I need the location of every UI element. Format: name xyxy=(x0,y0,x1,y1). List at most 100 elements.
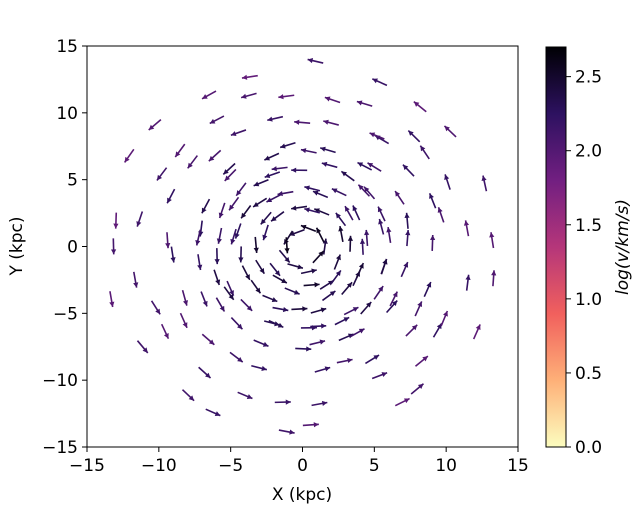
velocity-arrow xyxy=(201,333,215,346)
velocity-arrow xyxy=(262,294,278,303)
colorbar-tick-label: 2.5 xyxy=(575,68,602,88)
velocity-arrow xyxy=(377,206,386,222)
velocity-arrow xyxy=(262,224,269,241)
velocity-arrow xyxy=(213,269,221,286)
y-axis-label: Y (kpc) xyxy=(7,216,27,276)
velocity-arrow xyxy=(272,274,288,284)
velocity-arrow xyxy=(378,218,385,235)
x-tick-label: 10 xyxy=(435,456,457,476)
velocity-arrow xyxy=(303,282,320,288)
velocity-arrow xyxy=(228,196,240,211)
velocity-arrow xyxy=(260,211,272,225)
velocity-arrow xyxy=(489,232,495,249)
velocity-arrow xyxy=(223,286,235,301)
velocity-arrow xyxy=(205,408,221,417)
velocity-arrow xyxy=(330,269,342,284)
velocity-arrow xyxy=(300,224,317,232)
velocity-arrow xyxy=(201,198,211,214)
velocity-arrow xyxy=(264,152,280,161)
velocity-arrow xyxy=(240,204,252,219)
velocity-arrow xyxy=(463,220,470,237)
velocity-arrow xyxy=(278,94,295,100)
velocity-arrow xyxy=(208,149,222,162)
velocity-arrow xyxy=(300,268,317,275)
velocity-arrow xyxy=(284,287,300,295)
velocity-arrow xyxy=(407,130,421,143)
velocity-arrow xyxy=(283,230,294,245)
velocity-arrow xyxy=(133,271,139,288)
x-tick-label: −15 xyxy=(69,456,105,476)
colorbar-tick-label: 2.0 xyxy=(575,142,602,162)
velocity-arrow xyxy=(367,162,382,172)
velocity-arrow xyxy=(268,319,284,329)
velocity-arrow xyxy=(359,238,366,255)
velocity-arrow xyxy=(304,207,321,214)
velocity-arrow xyxy=(331,188,347,197)
velocity-arrow xyxy=(405,230,411,247)
velocity-arrow xyxy=(352,205,361,221)
velocity-arrow xyxy=(419,145,430,160)
velocity-arrow xyxy=(386,226,392,244)
velocity-arrow xyxy=(356,100,373,107)
velocity-arrow xyxy=(310,307,327,314)
velocity-arrow xyxy=(300,148,317,154)
velocity-arrow xyxy=(320,146,336,154)
velocity-arrow xyxy=(413,101,427,113)
velocity-arrow xyxy=(166,188,176,204)
velocity-arrow xyxy=(309,339,326,346)
velocity-arrow xyxy=(174,143,186,158)
velocity-arrow xyxy=(294,119,311,125)
velocity-arrow xyxy=(355,262,365,278)
velocity-arrow xyxy=(443,125,457,138)
velocity-arrow xyxy=(389,291,398,307)
velocity-arrow xyxy=(181,289,189,306)
colorbar-tick-label: 1.5 xyxy=(575,216,602,236)
velocity-arrow xyxy=(230,228,237,245)
velocity-arrow xyxy=(234,223,242,239)
velocity-arrow xyxy=(310,323,327,329)
velocity-arrow xyxy=(201,90,217,100)
velocity-arrow xyxy=(364,229,370,247)
velocity-arrow xyxy=(491,270,497,287)
velocity-arrow xyxy=(321,161,338,169)
velocity-arrow xyxy=(304,185,321,192)
velocity-arrow xyxy=(274,399,291,405)
colorbar-ticks: 0.0 0.5 1.0 1.5 2.0 2.5 xyxy=(566,68,602,458)
velocity-arrow xyxy=(414,355,429,367)
velocity-arrow xyxy=(312,190,329,199)
velocity-arrow xyxy=(440,310,449,327)
velocity-arrow xyxy=(270,211,285,222)
velocity-arrow xyxy=(179,312,188,329)
x-tick-label: 5 xyxy=(369,456,380,476)
colorbar-tick-label: 1.0 xyxy=(575,290,602,310)
velocity-arrow xyxy=(187,155,198,169)
plot-frame xyxy=(86,45,519,448)
velocity-arrow xyxy=(373,285,384,300)
velocity-arrow xyxy=(400,261,409,278)
velocity-arrow xyxy=(324,96,341,104)
velocity-arrow xyxy=(241,265,251,281)
x-axis: −15 −10 −5 0 5 10 15 xyxy=(69,447,529,476)
velocity-arrow xyxy=(160,323,170,340)
velocity-arrow xyxy=(472,324,481,340)
velocity-arrow xyxy=(341,281,353,296)
velocity-arrow xyxy=(347,235,353,252)
velocity-arrow xyxy=(269,262,281,277)
velocity-arrow xyxy=(251,364,268,371)
velocity-arrow xyxy=(218,202,226,219)
velocity-arrow xyxy=(267,115,284,122)
velocity-arrow xyxy=(291,205,308,211)
velocity-arrow xyxy=(250,279,262,294)
velocity-arrow xyxy=(224,168,237,182)
y-tick-label: −15 xyxy=(42,438,78,458)
velocity-arrow xyxy=(372,78,388,87)
velocity-arrow xyxy=(111,238,117,255)
velocity-arrow xyxy=(216,227,223,244)
velocity-arrow xyxy=(410,383,424,395)
velocity-arrow xyxy=(394,397,410,407)
velocity-arrow xyxy=(195,229,202,246)
velocity-arrow xyxy=(334,316,350,326)
y-axis: −15 −10 −5 0 5 10 15 xyxy=(42,37,87,458)
x-tick-label: 15 xyxy=(507,456,529,476)
colorbar xyxy=(545,46,567,448)
